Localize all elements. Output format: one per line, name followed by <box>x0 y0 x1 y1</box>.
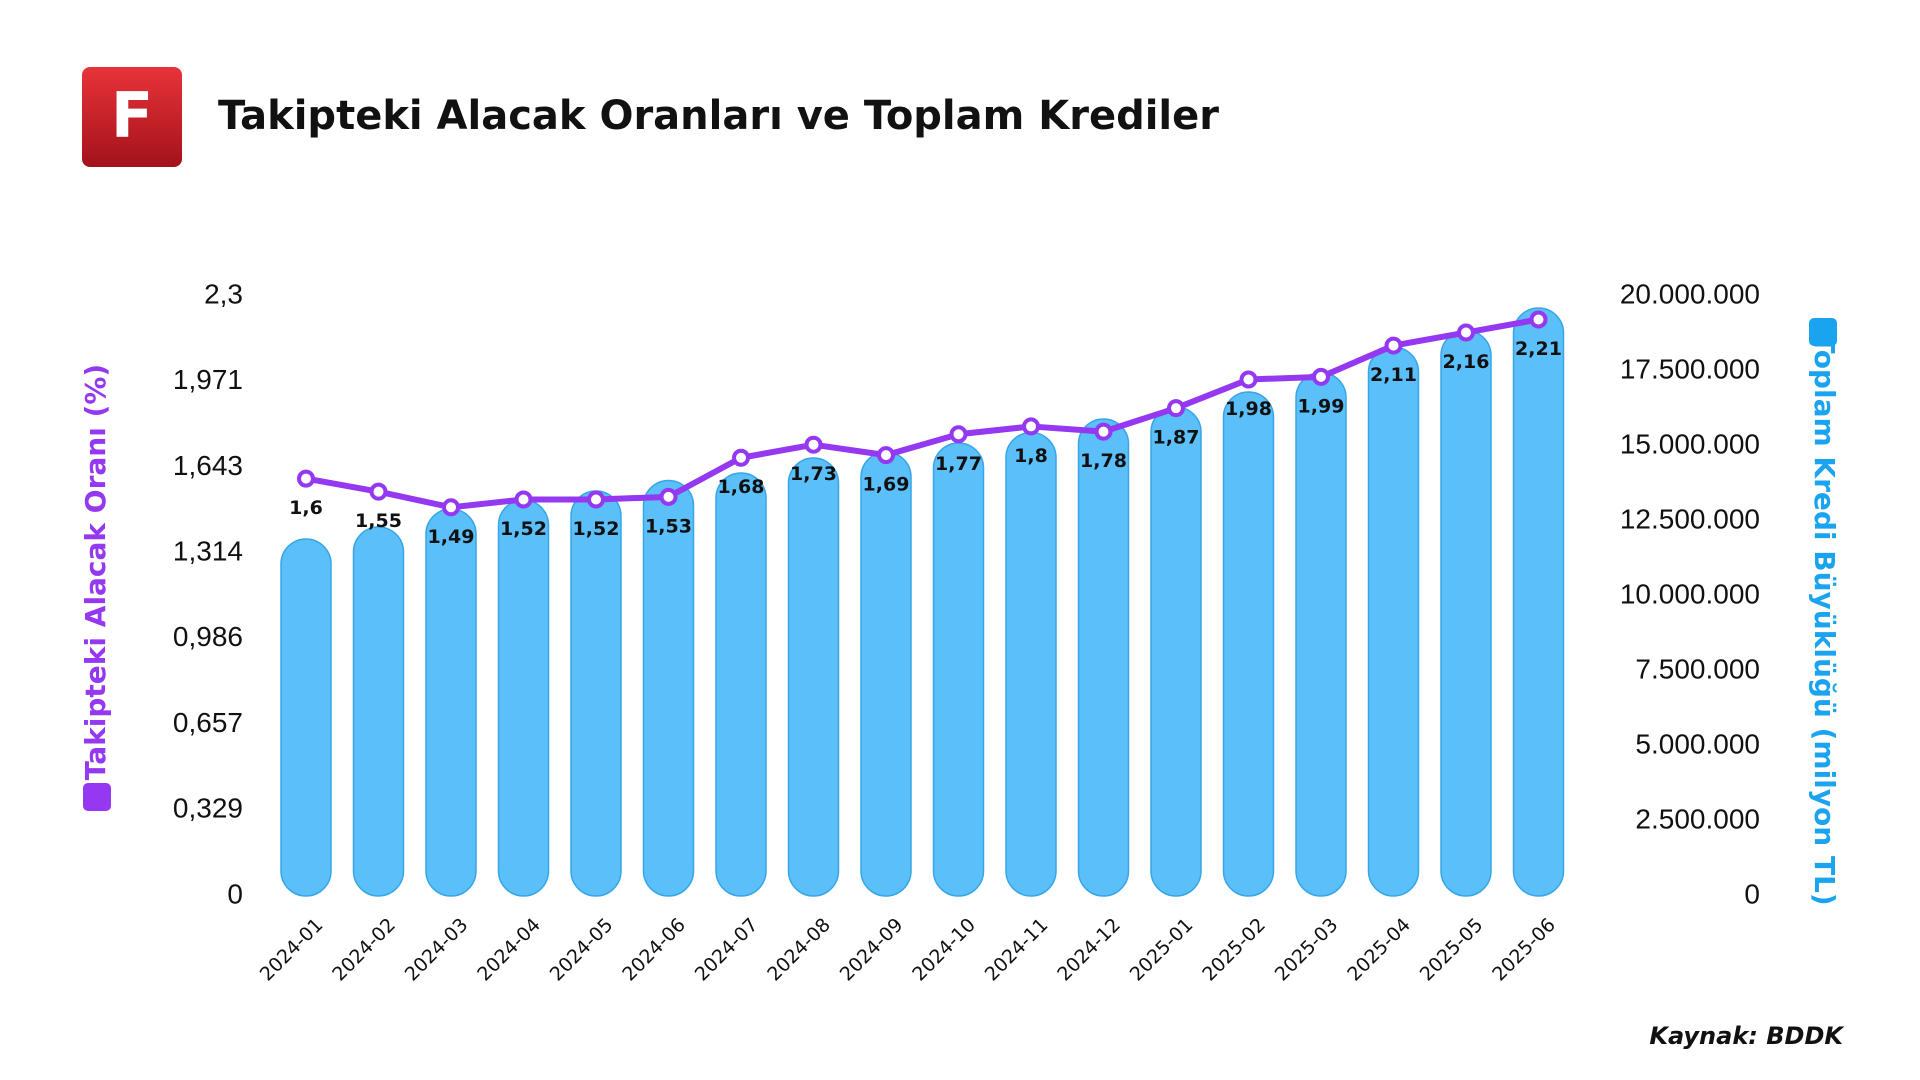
bar <box>932 442 985 897</box>
data-label: 1,73 <box>790 463 837 485</box>
x-tick-label: 2024-09 <box>836 914 908 986</box>
data-label: 2,11 <box>1370 364 1417 386</box>
data-label: 1,8 <box>1014 445 1048 467</box>
bar <box>787 457 840 897</box>
y2-tick-label: 2.500.000 <box>1635 803 1760 834</box>
y-tick-label: 0,986 <box>173 621 243 652</box>
y-tick-label: 2,3 <box>204 278 243 309</box>
y2-tick-label: 12.500.000 <box>1620 503 1760 534</box>
data-label: 1,52 <box>500 518 547 540</box>
y2-tick-label: 7.500.000 <box>1635 653 1760 684</box>
y-axis-label: Takipteki Alacak Oranı (%) <box>79 364 112 780</box>
x-tick-label: 2024-05 <box>546 914 618 986</box>
x-tick-label: 2024-01 <box>256 914 328 986</box>
line-marker <box>1384 336 1403 355</box>
line-marker <box>877 446 895 465</box>
data-label: 1,98 <box>1225 398 1272 420</box>
line-marker <box>1094 422 1113 441</box>
line-marker <box>1457 323 1475 342</box>
data-label: 1,78 <box>1080 450 1127 472</box>
line-marker <box>1529 310 1548 329</box>
data-label: 1,6 <box>289 497 323 519</box>
line-marker <box>1312 367 1330 386</box>
line-marker <box>587 490 605 509</box>
data-label: 1,53 <box>645 515 692 537</box>
data-label: 2,21 <box>1515 338 1562 360</box>
logo: F <box>111 79 153 152</box>
x-tick-label: 2025-01 <box>1126 914 1198 986</box>
data-label: 2,16 <box>1443 351 1490 373</box>
data-label: 1,87 <box>1153 427 1200 449</box>
line-marker <box>804 435 823 454</box>
bar <box>1005 431 1057 897</box>
data-label: 1,77 <box>935 453 982 475</box>
x-tick-label: 2024-10 <box>908 914 980 986</box>
data-label: 1,49 <box>428 526 475 548</box>
y-tick-label: 1,643 <box>173 450 243 481</box>
legend-swatch <box>83 783 111 811</box>
line-marker <box>442 498 460 517</box>
bar <box>497 499 550 897</box>
line-marker <box>1239 370 1258 389</box>
line-marker <box>297 469 315 488</box>
x-tick-label: 2025-04 <box>1343 914 1415 986</box>
y2-tick-label: 17.500.000 <box>1620 353 1760 384</box>
x-tick-label: 2024-03 <box>401 914 473 986</box>
x-tick-label: 2024-06 <box>618 914 690 986</box>
line-marker <box>1167 399 1185 418</box>
x-tick-label: 2024-12 <box>1053 914 1125 986</box>
x-tick-label: 2024-04 <box>473 914 545 986</box>
chart-title: Takipteki Alacak Oranları ve Toplam Kred… <box>218 93 1219 139</box>
line <box>305 316 1540 511</box>
x-tick-label: 2025-02 <box>1198 914 1270 986</box>
x-tick-label: 2025-03 <box>1271 914 1343 986</box>
x-tick-label: 2025-05 <box>1416 914 1488 986</box>
bar <box>1512 307 1565 897</box>
y2-tick-label: 5.000.000 <box>1635 728 1760 759</box>
bar <box>1440 329 1492 897</box>
x-tick-label: 2024-02 <box>328 914 400 986</box>
y-tick-label: 0,329 <box>173 793 243 824</box>
y-tick-label: 1,314 <box>173 536 243 567</box>
bar <box>715 472 767 897</box>
bar <box>860 451 912 897</box>
legend-swatch <box>1809 318 1837 346</box>
x-tick-label: 2024-11 <box>981 914 1053 986</box>
y2-tick-label: 20.000.000 <box>1620 278 1760 309</box>
bar <box>1150 406 1202 897</box>
bar <box>425 508 477 897</box>
data-label: 1,69 <box>863 474 910 496</box>
y-tick-label: 1,971 <box>173 364 243 395</box>
data-label: 1,68 <box>718 476 765 498</box>
logo-box <box>82 67 182 167</box>
line-marker <box>732 448 750 467</box>
y2-tick-label: 10.000.000 <box>1620 578 1760 609</box>
bar <box>570 490 622 897</box>
x-tick-label: 2024-08 <box>763 914 835 986</box>
y2-tick-label: 0 <box>1744 878 1760 909</box>
source: Kaynak: BDDK <box>1649 1022 1845 1050</box>
y-tick-label: 0 <box>227 878 243 909</box>
bar <box>280 538 332 897</box>
line-marker <box>369 482 388 501</box>
x-tick-label: 2025-06 <box>1488 914 1560 986</box>
bar <box>642 479 695 897</box>
bar <box>1367 346 1420 897</box>
line-marker <box>659 487 678 506</box>
line-marker <box>514 490 533 509</box>
bar <box>1077 418 1130 897</box>
line-marker <box>1022 417 1040 436</box>
y2-axis-label: Toplam Kredi Büyüklüğü (milyon TL) <box>1808 334 1841 905</box>
bar <box>352 526 405 897</box>
line-marker <box>949 425 968 444</box>
data-label: 1,55 <box>355 510 402 532</box>
x-tick-label: 2024-07 <box>691 914 763 986</box>
y-tick-label: 0,657 <box>173 707 243 738</box>
bar <box>1295 371 1347 897</box>
data-label: 1,52 <box>573 518 620 540</box>
bar <box>1222 391 1275 897</box>
data-label: 1,99 <box>1298 395 1345 417</box>
y2-tick-label: 15.000.000 <box>1620 428 1760 459</box>
